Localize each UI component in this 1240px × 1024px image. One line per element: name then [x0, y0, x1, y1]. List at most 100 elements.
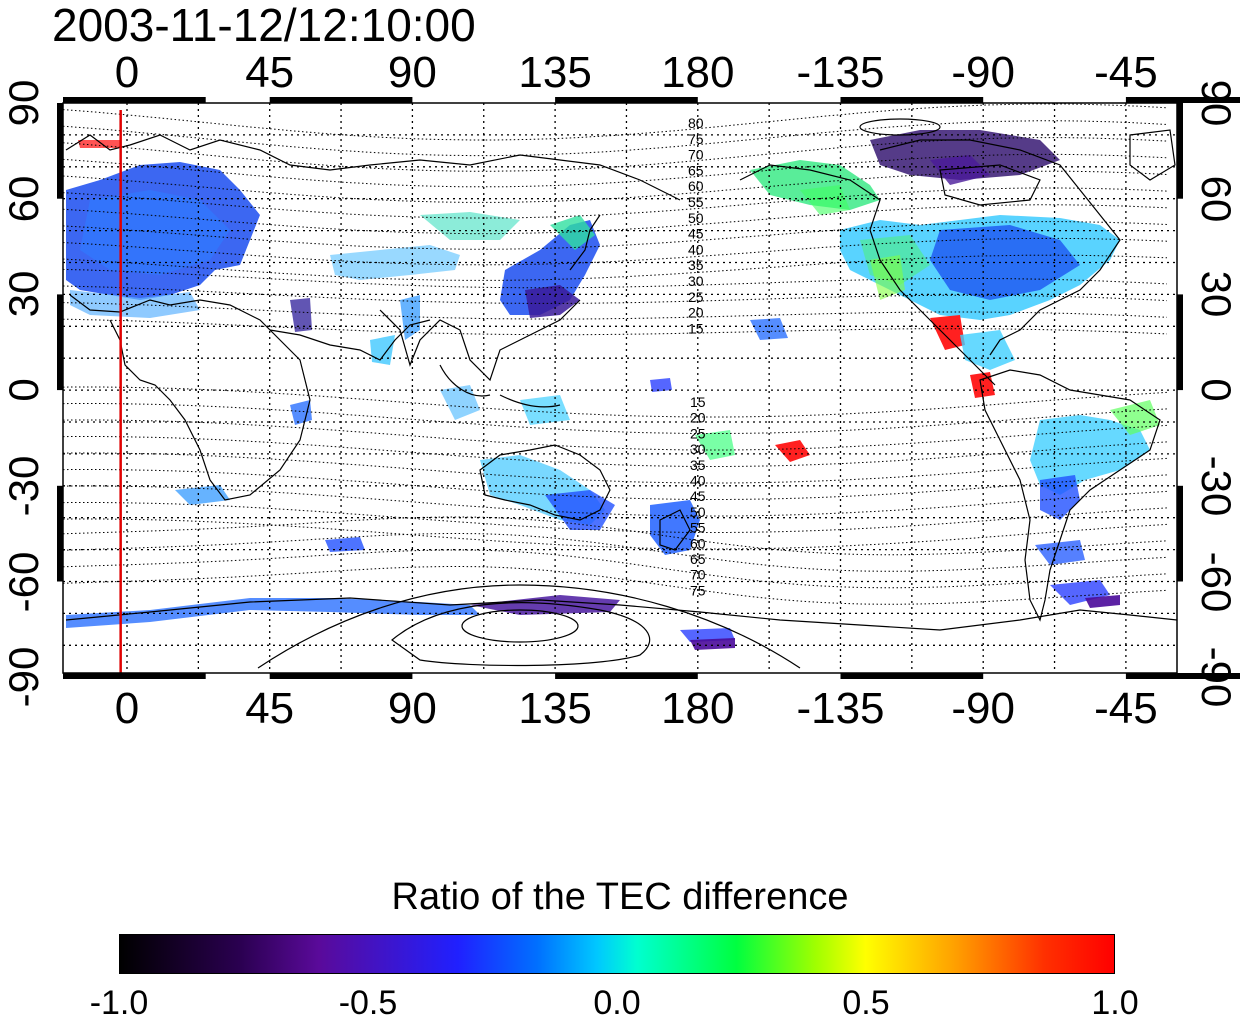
contour-line-south: [63, 516, 1168, 556]
contour-label-north: 40: [688, 241, 704, 257]
top-lon-tick-3: 135: [518, 48, 592, 97]
frame-tick-top: [840, 97, 984, 103]
contour-line-north: [63, 204, 1168, 235]
left-lat-tick-0: 90: [0, 79, 47, 127]
contour-line-north: [63, 187, 1168, 219]
contour-labels: 8075706560555045403530252015152025303540…: [688, 115, 706, 598]
left-lat-tick-5: -60: [0, 551, 47, 612]
frame-tick-right: [1177, 485, 1183, 582]
bottom-lon-tick-2: 90: [387, 684, 437, 733]
patch-antarctic: [66, 598, 480, 628]
colorbar-title: Ratio of the TEC difference: [391, 876, 849, 918]
contour-line-north: [63, 153, 1168, 188]
contour-label-south: 60: [690, 535, 706, 551]
contour-label-north: 25: [688, 289, 704, 305]
coastlines: [65, 118, 1177, 631]
contour-label-north: 55: [688, 194, 704, 210]
contour-line-south: [63, 403, 1168, 434]
contour-label-north: 20: [688, 305, 704, 321]
frame-tick-top: [1125, 97, 1240, 103]
contour-label-north: 15: [688, 320, 704, 336]
contour-line-south: [63, 566, 1168, 605]
contour-line-south: [63, 518, 1168, 550]
contour-label-south: 45: [690, 488, 706, 504]
frame-tick-bottom: [269, 673, 413, 679]
colorbar-tick-0: -1.0: [89, 984, 149, 1022]
bottom-lon-tick-3: 135: [518, 684, 592, 733]
right-lat-tick-1: 60: [1193, 175, 1240, 223]
frame-tick-right: [1177, 103, 1183, 199]
frame-tick-right: [1177, 294, 1183, 391]
bottom-lon-tick-1: 45: [245, 684, 295, 733]
contour-line-south: [63, 549, 1168, 589]
colorbar-tick-1: -0.5: [338, 984, 398, 1022]
contour-label-south: 70: [690, 567, 706, 583]
right-lat-tick-6: -90: [1193, 646, 1240, 708]
timestamp-title: 2003-11-12/12:10:00: [52, 0, 476, 51]
left-lat-tick-3: 0: [0, 378, 47, 402]
frame-tick-top: [555, 97, 698, 103]
contour-label-north: 80: [688, 115, 704, 131]
contour-line-south: [63, 436, 1168, 467]
contour-label-south: 30: [690, 441, 706, 457]
frame-tick-bottom: [555, 673, 698, 679]
contour-label-south: 55: [690, 520, 706, 536]
left-lat-tick-2: 30: [0, 271, 47, 318]
frame-tick-left: [57, 485, 63, 582]
left-lat-tick-4: -30: [0, 455, 47, 517]
contour-label-north: 45: [688, 226, 704, 242]
top-lon-tick-2: 90: [387, 48, 437, 97]
contour-line-north: [63, 120, 1168, 157]
right-lat-tick-4: -30: [1193, 455, 1240, 517]
top-lon-tick-6: -90: [951, 48, 1015, 97]
contour-label-south: 50: [690, 504, 706, 520]
frame-tick-left: [57, 103, 63, 199]
contour-label-north: 70: [688, 147, 704, 163]
contour-line-south: [63, 419, 1168, 451]
colorbar: [119, 934, 1115, 974]
colorbar-tick-3: 0.5: [842, 984, 890, 1022]
contour-line-south: [63, 386, 1168, 418]
frame-tick-top: [269, 97, 413, 103]
contour-line-south: [63, 452, 1168, 484]
contour-label-north: 75: [688, 131, 704, 147]
contour-line-south: [63, 469, 1168, 500]
contour-line-north: [63, 268, 1168, 289]
patch-south-america: [1030, 415, 1150, 495]
bottom-lon-tick-4: 180: [661, 684, 735, 733]
colorbar-tick-2: 0.0: [593, 984, 641, 1022]
top-lon-tick-5: -135: [796, 48, 885, 97]
top-lon-tick-4: 180: [661, 48, 735, 97]
contour-line-north: [63, 103, 1168, 141]
top-lon-tick-7: -45: [1094, 48, 1158, 97]
colorbar-tick-4: 1.0: [1091, 984, 1139, 1022]
frame-tick-left: [57, 294, 63, 391]
right-lat-tick-2: 30: [1193, 271, 1240, 318]
top-lon-tick-1: 45: [245, 48, 295, 97]
right-lat-tick-0: 90: [1193, 79, 1240, 127]
contour-line-north: [63, 221, 1168, 250]
tec-patches: [66, 130, 1160, 650]
south-pole-contours: [257, 584, 801, 669]
frame-tick-bottom: [840, 673, 984, 679]
bottom-lon-tick-7: -45: [1094, 684, 1158, 733]
frame-tick-marks: [57, 97, 1240, 679]
contour-label-south: 35: [690, 457, 706, 473]
left-lat-tick-1: 60: [0, 175, 47, 223]
contour-line-north: [63, 137, 1168, 172]
top-lon-tick-0: 0: [114, 48, 140, 97]
contour-line-south: [63, 502, 1168, 533]
frame-tick-top: [63, 97, 206, 103]
contour-label-north: 60: [688, 178, 704, 194]
bottom-lon-tick-5: -135: [796, 684, 885, 733]
bottom-lon-tick-6: -90: [951, 684, 1015, 733]
contour-label-south: 65: [690, 551, 706, 567]
map-border: [62, 102, 1178, 674]
contour-label-south: 20: [690, 410, 706, 426]
contour-label-north: 30: [688, 273, 704, 289]
contour-line-north: [63, 318, 1168, 336]
contour-line-north: [63, 285, 1168, 304]
contour-label-north: 35: [688, 257, 704, 273]
right-lat-tick-5: -60: [1193, 551, 1240, 612]
